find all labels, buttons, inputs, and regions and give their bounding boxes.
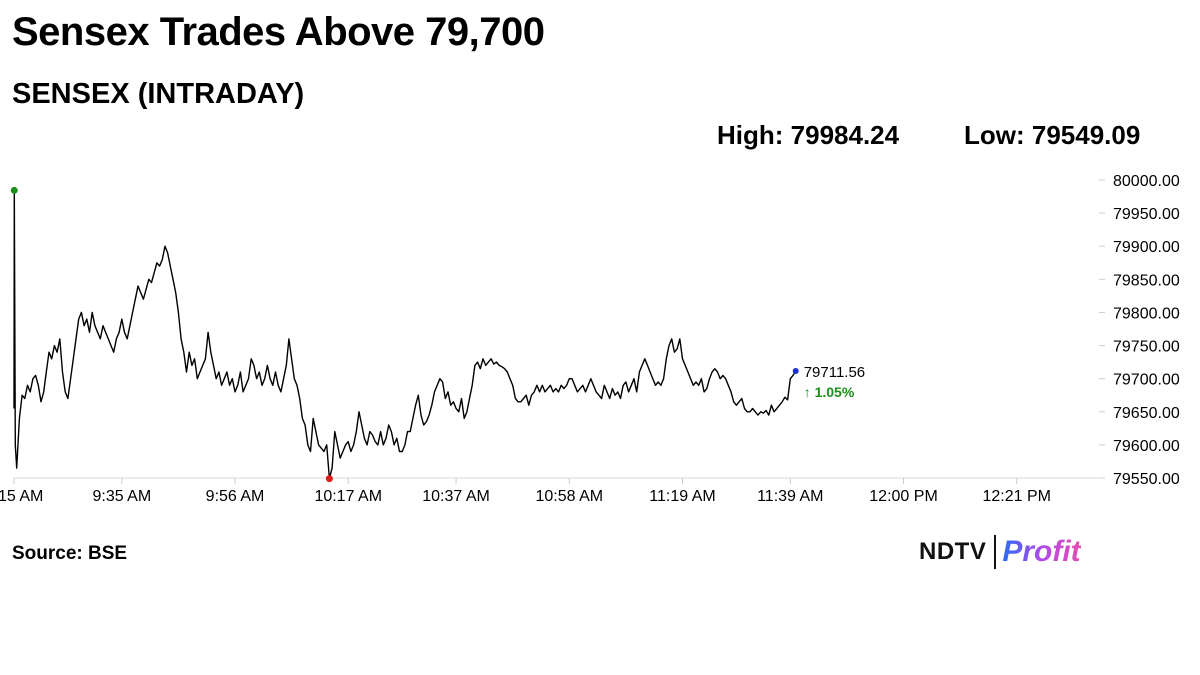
x-tick-label: 9:15 AM [0, 488, 43, 505]
y-tick-label: 79650.00 [1113, 405, 1180, 422]
price-line [13, 189, 797, 480]
x-tick-label: 12:00 PM [869, 488, 937, 505]
y-tick-label: 79850.00 [1113, 272, 1180, 289]
y-tick-label: 79550.00 [1113, 471, 1180, 488]
brand-ndtv: NDTV [919, 538, 987, 565]
x-tick-label: 11:19 AM [649, 488, 715, 505]
high-marker [10, 186, 18, 194]
brand-profit: Profit [1002, 535, 1081, 568]
y-tick-label: 79800.00 [1113, 305, 1180, 322]
low-marker [325, 475, 333, 483]
high-stat: High: 79984.24 [717, 120, 900, 150]
change-percent-label: ↑ 1.05% [804, 384, 855, 400]
ndtv-profit-logo: NDTV Profit [919, 532, 1081, 572]
last-value-marker [792, 368, 799, 375]
low-stat: Low: 79549.09 [964, 120, 1141, 150]
x-tick-label: 10:58 AM [535, 488, 603, 505]
x-tick-label: 9:56 AM [206, 488, 265, 505]
source-note: Source: BSE [12, 543, 128, 564]
x-tick-label: 10:17 AM [314, 488, 382, 505]
chart-title: SENSEX (INTRADAY) [12, 78, 305, 110]
last-value-label: 79711.56 [804, 364, 865, 381]
y-tick-label: 79600.00 [1113, 438, 1180, 455]
y-tick-label: 79950.00 [1113, 206, 1180, 223]
headline: Sensex Trades Above 79,700 [12, 10, 545, 54]
y-tick-label: 80000.00 [1113, 173, 1180, 190]
x-tick-label: 11:39 AM [757, 488, 823, 505]
brand-divider [994, 535, 997, 569]
y-tick-label: 79750.00 [1113, 339, 1180, 356]
x-tick-label: 9:35 AM [92, 488, 151, 505]
y-tick-label: 79900.00 [1113, 239, 1180, 256]
x-tick-label: 10:37 AM [422, 488, 490, 505]
y-tick-label: 79700.00 [1113, 372, 1180, 389]
x-tick-label: 12:21 PM [983, 488, 1051, 505]
